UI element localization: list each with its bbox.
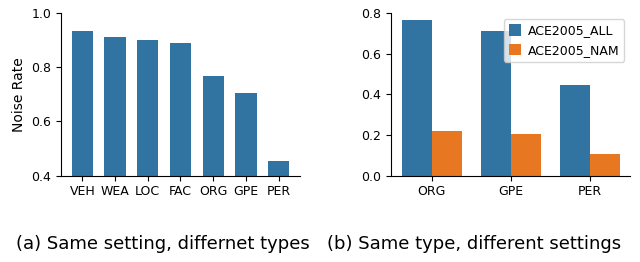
Text: (a) Same setting, differnet types: (a) Same setting, differnet types xyxy=(17,235,310,253)
Bar xyxy=(589,154,620,176)
Bar xyxy=(104,37,125,262)
Bar xyxy=(202,76,224,262)
Bar xyxy=(170,43,191,262)
Bar xyxy=(236,93,257,262)
Bar xyxy=(72,31,93,262)
Bar xyxy=(511,134,541,176)
Bar xyxy=(268,161,289,262)
Bar xyxy=(559,85,589,176)
Bar xyxy=(432,131,462,176)
Bar xyxy=(402,20,432,176)
Text: (b) Same type, different settings: (b) Same type, different settings xyxy=(326,235,621,253)
Legend: ACE2005_ALL, ACE2005_NAM: ACE2005_ALL, ACE2005_NAM xyxy=(504,19,624,62)
Y-axis label: Noise Rate: Noise Rate xyxy=(12,57,26,132)
Bar xyxy=(481,31,511,176)
Bar xyxy=(137,40,158,262)
